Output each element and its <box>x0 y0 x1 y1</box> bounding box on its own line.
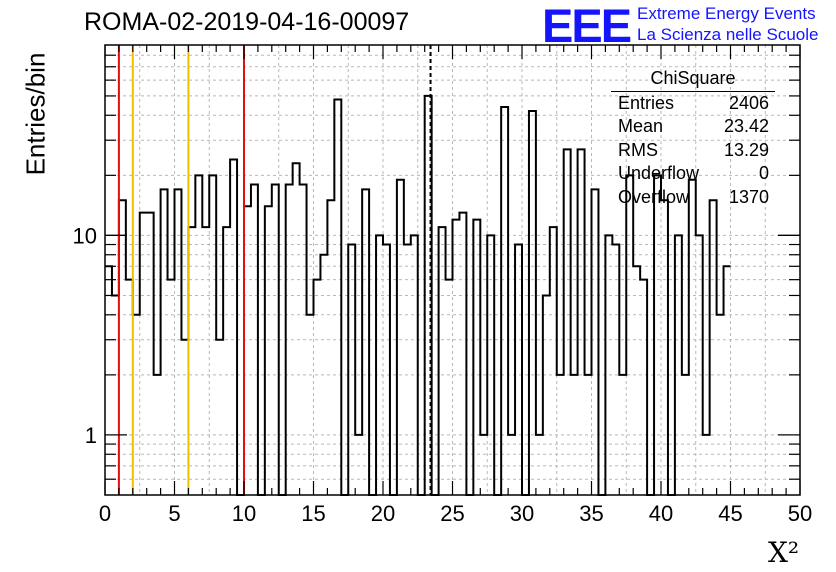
x-tick-label: 30 <box>510 501 534 526</box>
logo-line2: La Scienza nelle Scuole <box>637 25 819 44</box>
x-tick-label: 10 <box>232 501 256 526</box>
x-tick-label: 5 <box>168 501 180 526</box>
x-tick-label: 0 <box>99 501 111 526</box>
stats-row-underflow: Underflow 0 <box>618 163 769 183</box>
x-tick-label: 40 <box>649 501 673 526</box>
stats-box: ChiSquare Entries 2406 Mean 23.42 RMS 13.29… <box>611 67 775 209</box>
logo-text: Extreme Energy Events La Scienza nelle S… <box>637 3 818 45</box>
x-axis-label: X² <box>768 536 800 569</box>
eee-logo: EEE <box>542 0 632 52</box>
x-tick-label: 25 <box>440 501 464 526</box>
stats-row-rms: RMS 13.29 <box>618 139 769 160</box>
stats-row-entries: Entries 2406 <box>618 92 769 113</box>
y-axis-label: Entries/bin <box>20 52 51 176</box>
logo-line1: Extreme Energy Events <box>637 4 816 23</box>
stats-title: ChiSquare <box>611 67 775 92</box>
reference-lines <box>117 45 432 495</box>
x-tick-label: 50 <box>788 501 812 526</box>
x-tick-label: 35 <box>579 501 603 526</box>
y-tick-label: 1 <box>85 423 97 448</box>
axes: 0 5 10 15 20 25 30 35 40 45 50 1 10 <box>73 44 812 526</box>
stats-row-overflow: Overflow 1370 <box>618 186 769 207</box>
stats-row-mean: Mean 23.42 <box>618 116 769 136</box>
y-tick-label: 10 <box>73 223 97 248</box>
x-tick-label: 15 <box>301 501 325 526</box>
chart-title: ROMA-02-2019-04-16-00097 <box>84 8 410 36</box>
x-tick-label: 20 <box>371 501 395 526</box>
x-tick-label: 45 <box>718 501 742 526</box>
